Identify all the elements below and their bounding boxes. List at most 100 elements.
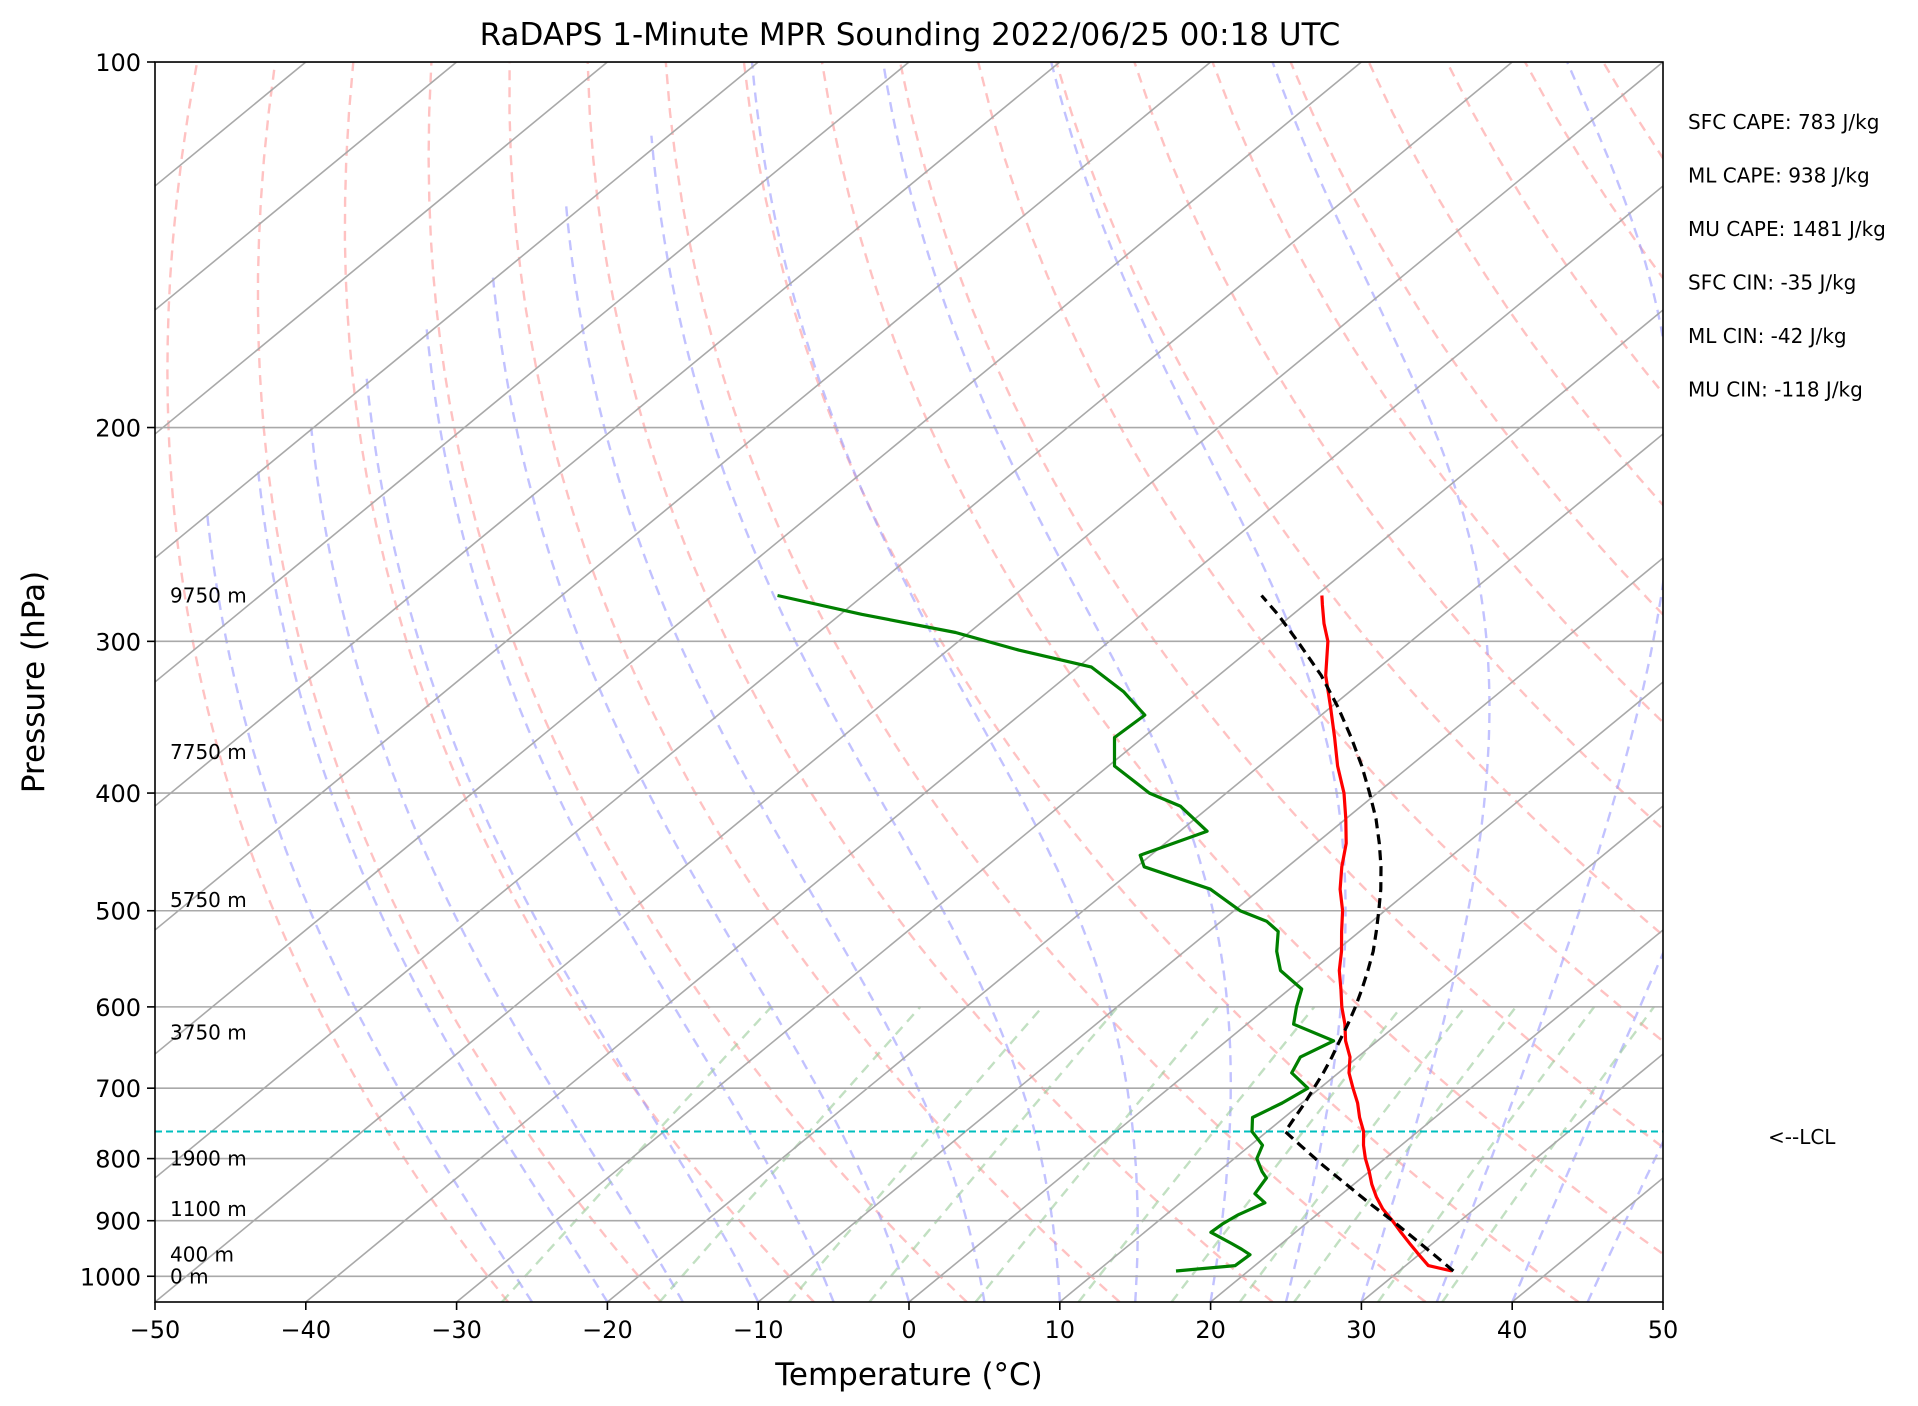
height-label: 5750 m bbox=[170, 888, 247, 912]
dry-adiabat-line bbox=[427, 62, 968, 1302]
y-axis-label: Pressure (hPa) bbox=[16, 571, 52, 793]
stability-index-text: ML CAPE: 938 J/kg bbox=[1688, 164, 1870, 188]
x-axis-label: Temperature (°C) bbox=[774, 1357, 1043, 1393]
y-tick-label: 200 bbox=[95, 415, 141, 443]
moist-adiabat-line bbox=[1511, 950, 1663, 1302]
mixing-ratio-line bbox=[1441, 1006, 1655, 1302]
stability-index-text: ML CIN: -42 J/kg bbox=[1688, 324, 1847, 348]
parcel-profile-line bbox=[1260, 594, 1455, 1273]
dry-adiabat-line bbox=[1055, 62, 1663, 937]
dry-adiabat-line bbox=[1289, 62, 1663, 617]
x-tick-label: 10 bbox=[1045, 1316, 1076, 1344]
moist-adiabat-line bbox=[310, 427, 684, 1302]
mixing-ratio-line bbox=[1377, 1006, 1596, 1302]
moist-adiabat-line bbox=[364, 371, 760, 1302]
dry-adiabat-line bbox=[1681, 62, 1918, 1302]
chart-title: RaDAPS 1-Minute MPR Sounding 2022/06/25 … bbox=[480, 17, 1341, 53]
isotherm-line bbox=[155, 62, 1513, 1180]
mixing-ratio-line bbox=[974, 1006, 1219, 1302]
y-tick-label: 300 bbox=[95, 628, 141, 656]
lcl-label: <--LCL bbox=[1768, 1125, 1836, 1149]
temperature-profile-line bbox=[1320, 595, 1453, 1273]
moist-adiabat-line bbox=[1586, 1139, 1663, 1302]
moist-adiabat-line bbox=[881, 62, 1232, 1302]
x-axis-ticks: −50 −40 −30 −20 −10 0 10 20 30 40 50 bbox=[130, 1302, 1679, 1344]
dry-adiabat-line bbox=[742, 62, 1580, 1302]
mixing-ratio-line bbox=[868, 1006, 1119, 1302]
y-tick-label: 600 bbox=[95, 994, 141, 1022]
moist-adiabat-line bbox=[650, 135, 1061, 1302]
x-tick-label: −20 bbox=[582, 1316, 633, 1344]
isotherm-line bbox=[155, 62, 759, 560]
moist-adiabat-line bbox=[256, 465, 609, 1302]
isotherm-line bbox=[1360, 1052, 1663, 1302]
x-tick-label: 50 bbox=[1648, 1316, 1679, 1344]
x-tick-label: −50 bbox=[130, 1316, 181, 1344]
height-label: 1900 m bbox=[170, 1147, 247, 1171]
isotherm-line bbox=[1662, 1300, 1663, 1302]
isotherm-line bbox=[155, 62, 1362, 1056]
dry-adiabat-line bbox=[256, 62, 662, 1302]
y-tick-label: 100 bbox=[95, 49, 141, 77]
stability-indices: SFC CAPE: 783 J/kg ML CAPE: 938 J/kg MU CA… bbox=[1688, 110, 1886, 402]
dry-adiabat-line bbox=[664, 62, 1427, 1302]
height-label: 3750 m bbox=[170, 1021, 247, 1045]
moist-adiabat-line bbox=[1050, 62, 1347, 1302]
x-tick-label: 0 bbox=[901, 1316, 916, 1344]
mixing-ratio-line bbox=[788, 1006, 1044, 1302]
y-tick-label: 700 bbox=[95, 1075, 141, 1103]
stability-index-text: SFC CIN: -35 J/kg bbox=[1688, 271, 1856, 295]
moist-adiabat-line bbox=[1661, 1299, 1663, 1302]
mixing-ratio-line bbox=[501, 1006, 773, 1302]
isotherm-line bbox=[757, 556, 1663, 1302]
dewpoint-profile-line bbox=[777, 593, 1336, 1273]
mixing-ratio-line bbox=[658, 1006, 922, 1302]
stability-index-text: MU CIN: -118 J/kg bbox=[1688, 378, 1863, 402]
dry-adiabat-line bbox=[820, 62, 1663, 1256]
moist-adiabat-line bbox=[1435, 62, 1663, 1302]
y-tick-label: 400 bbox=[95, 780, 141, 808]
isotherm-line bbox=[155, 62, 458, 312]
isotherm-line bbox=[155, 62, 1061, 808]
dry-adiabat-line bbox=[508, 62, 1121, 1302]
height-label: 7750 m bbox=[170, 740, 247, 764]
isotherm-line bbox=[155, 62, 1663, 1302]
plot-grid bbox=[155, 62, 1918, 1302]
mixing-ratio-line bbox=[1077, 1006, 1316, 1302]
x-tick-label: −30 bbox=[431, 1316, 482, 1344]
dry-adiabat-line bbox=[977, 62, 1663, 1043]
isotherm-line bbox=[155, 62, 608, 436]
dry-adiabat-line bbox=[1759, 62, 1918, 1302]
height-label: 1100 m bbox=[170, 1197, 247, 1221]
dry-adiabat-line bbox=[1837, 62, 1918, 1302]
height-label: 400 m bbox=[170, 1243, 234, 1267]
y-axis-ticks: 100 200 300 400 500 600 700 800 900 1000 bbox=[80, 49, 155, 1291]
x-tick-label: −40 bbox=[280, 1316, 331, 1344]
isotherm-line bbox=[1210, 928, 1663, 1302]
moist-adiabat-line bbox=[750, 62, 1139, 1302]
stability-index-text: MU CAPE: 1481 J/kg bbox=[1688, 217, 1886, 241]
x-tick-label: −10 bbox=[733, 1316, 784, 1344]
dry-adiabat-line bbox=[1211, 62, 1663, 724]
dry-adiabat-line bbox=[1523, 62, 1663, 281]
isotherm-line bbox=[606, 432, 1663, 1302]
dry-adiabat-line bbox=[1445, 62, 1663, 396]
dry-adiabat-line bbox=[343, 62, 815, 1302]
x-tick-label: 30 bbox=[1346, 1316, 1377, 1344]
height-label: 0 m bbox=[170, 1264, 209, 1288]
x-tick-label: 40 bbox=[1497, 1316, 1528, 1344]
isotherm-line bbox=[155, 62, 1212, 932]
stability-index-text: SFC CAPE: 783 J/kg bbox=[1688, 110, 1879, 134]
dry-adiabat-line bbox=[898, 62, 1663, 1149]
moist-adiabat-line bbox=[564, 200, 986, 1302]
isotherm-line bbox=[908, 680, 1663, 1302]
x-tick-label: 20 bbox=[1195, 1316, 1226, 1344]
dry-adiabat-line bbox=[166, 62, 510, 1302]
dry-adiabat-line bbox=[1133, 62, 1663, 831]
moist-adiabat-line bbox=[425, 325, 835, 1302]
y-tick-label: 800 bbox=[95, 1146, 141, 1174]
moist-adiabat-line bbox=[205, 512, 534, 1302]
isotherm-line bbox=[155, 62, 910, 684]
